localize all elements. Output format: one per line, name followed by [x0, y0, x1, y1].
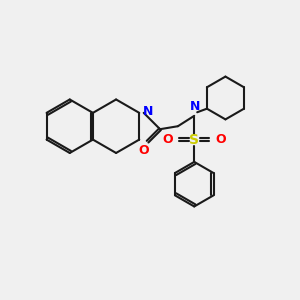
Text: N: N [190, 100, 200, 113]
Text: O: O [163, 133, 173, 146]
Text: N: N [143, 105, 153, 118]
Text: O: O [215, 133, 226, 146]
Text: S: S [189, 133, 199, 147]
Text: O: O [139, 144, 149, 157]
